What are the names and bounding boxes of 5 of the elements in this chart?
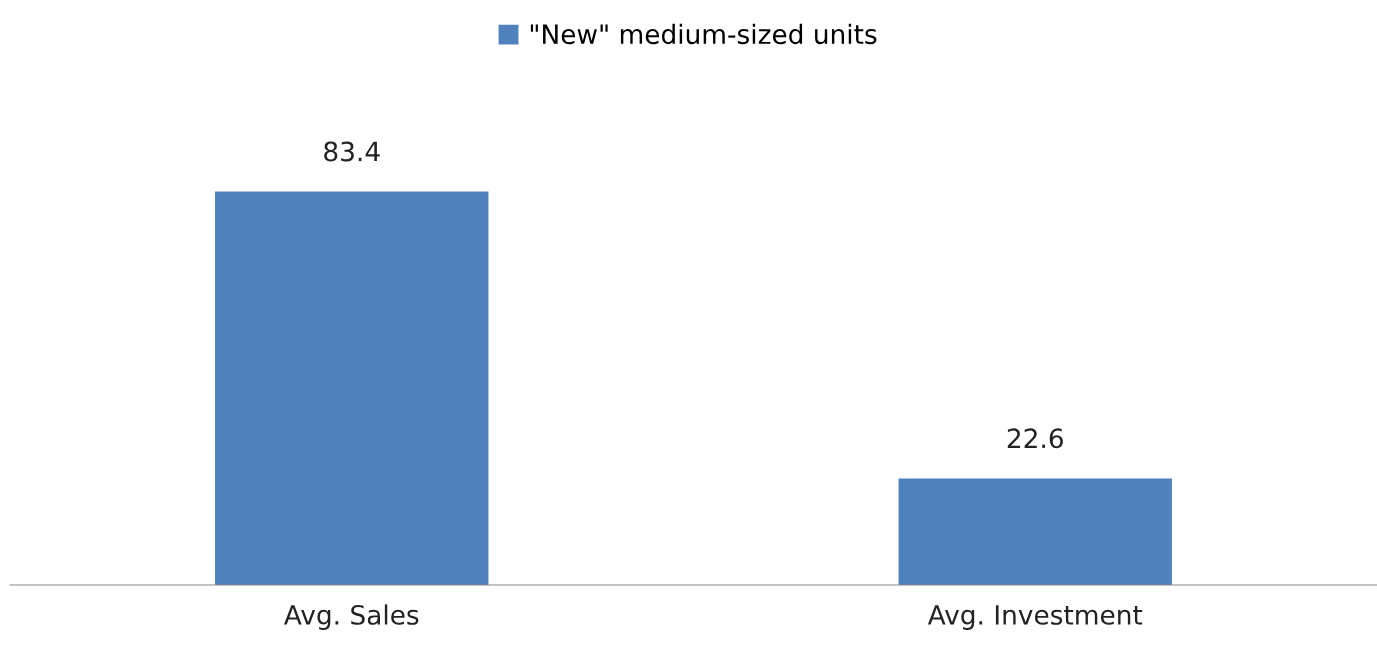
x-tick-label: Avg. Sales (284, 604, 419, 630)
data-label: 22.6 (1007, 428, 1063, 449)
data-label: 83.4 (324, 141, 380, 162)
x-tick-label: Avg. Investment (927, 605, 1143, 630)
legend-label: "New" medium-sized units (530, 23, 877, 45)
